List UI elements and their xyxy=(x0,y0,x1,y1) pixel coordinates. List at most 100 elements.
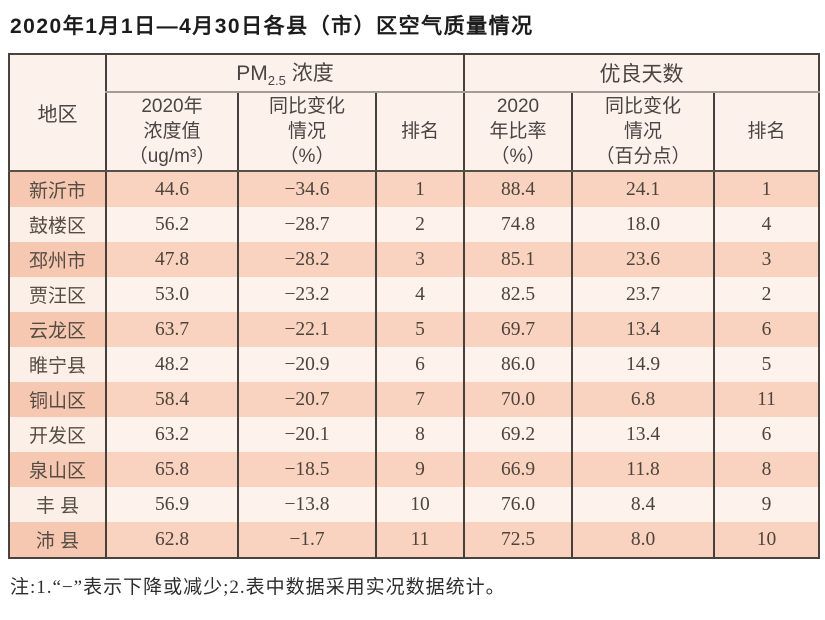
days-change-cell: 13.4 xyxy=(571,312,714,347)
table-row: 丰 县 56.9 −13.8 10 76.0 8.4 9 xyxy=(9,487,820,522)
region-cell: 丰 县 xyxy=(9,487,106,522)
days-ratio-cell: 82.5 xyxy=(463,277,572,312)
pm-rank-cell: 9 xyxy=(375,452,464,487)
header-group-row: 地区 PM2.5 浓度 优良天数 xyxy=(9,54,820,172)
header-sub-row: 2020年 浓度值 （ug/m³） 同比变化 情况 （%） 排名 2020 年比… xyxy=(9,92,820,172)
pm-value-cell: 48.2 xyxy=(105,347,238,382)
column-group-good-days: 优良天数 xyxy=(462,54,820,93)
region-cell: 睢宁县 xyxy=(9,347,106,382)
pm-change-cell: −28.2 xyxy=(237,242,376,277)
table-row: 贾汪区 53.0 −23.2 4 82.5 23.7 2 xyxy=(9,277,820,312)
pm25-label-prefix: PM xyxy=(236,62,268,86)
table-row: 开发区 63.2 −20.1 8 69.2 13.4 6 xyxy=(9,417,820,452)
days-change-cell: 13.4 xyxy=(571,417,714,452)
days-ratio-cell: 88.4 xyxy=(463,171,572,207)
pm-rank-cell: 7 xyxy=(375,382,464,417)
pm-change-cell: −20.9 xyxy=(237,347,376,382)
pm-change-cell: −28.7 xyxy=(237,207,376,242)
days-rank-cell: 1 xyxy=(712,171,820,207)
pm-rank-cell: 8 xyxy=(375,417,464,452)
days-ratio-cell: 66.9 xyxy=(463,452,572,487)
pm-rank-cell: 11 xyxy=(375,522,464,558)
page-title: 2020年1月1日—4月30日各县（市）区空气质量情况 xyxy=(10,15,534,38)
region-cell: 开发区 xyxy=(9,417,106,452)
days-rank-cell: 3 xyxy=(712,242,820,277)
pm-value-cell: 44.6 xyxy=(105,171,238,207)
days-ratio-cell: 85.1 xyxy=(463,242,572,277)
pm-value-cell: 65.8 xyxy=(105,452,238,487)
days-change-cell: 24.1 xyxy=(571,171,714,207)
region-cell: 云龙区 xyxy=(9,312,106,347)
days-rank-cell: 6 xyxy=(712,312,820,347)
days-change-cell: 6.8 xyxy=(571,382,714,417)
column-header-pm-value: 2020年 浓度值 （ug/m³） xyxy=(105,92,238,172)
table-row: 睢宁县 48.2 −20.9 6 86.0 14.9 5 xyxy=(9,347,820,382)
days-ratio-cell: 69.2 xyxy=(463,417,572,452)
table-row: 云龙区 63.7 −22.1 5 69.7 13.4 6 xyxy=(9,312,820,347)
pm-rank-cell: 1 xyxy=(375,171,464,207)
pm-value-cell: 53.0 xyxy=(105,277,238,312)
footnote: 注:1.“−”表示下降或减少;2.表中数据采用实况数据统计。 xyxy=(10,577,506,598)
pm-rank-cell: 10 xyxy=(375,487,464,522)
pm-value-cell: 62.8 xyxy=(105,522,238,558)
column-header-pm-rank: 排名 xyxy=(375,92,464,172)
days-ratio-cell: 69.7 xyxy=(463,312,572,347)
days-rank-cell: 11 xyxy=(712,382,820,417)
pm-value-cell: 56.9 xyxy=(105,487,238,522)
days-change-cell: 18.0 xyxy=(571,207,714,242)
days-change-cell: 23.6 xyxy=(571,242,714,277)
days-ratio-cell: 76.0 xyxy=(463,487,572,522)
pm-change-cell: −1.7 xyxy=(237,522,376,558)
pm-change-cell: −23.2 xyxy=(237,277,376,312)
table-header: 地区 PM2.5 浓度 优良天数 2020年 浓度值 （ug/m³） 同比变化 … xyxy=(9,54,820,172)
days-change-cell: 14.9 xyxy=(571,347,714,382)
days-rank-cell: 8 xyxy=(712,452,820,487)
pm25-label-subscript: 2.5 xyxy=(267,73,286,89)
table-row: 铜山区 58.4 −20.7 7 70.0 6.8 11 xyxy=(9,382,820,417)
pm-change-cell: −22.1 xyxy=(237,312,376,347)
days-ratio-cell: 72.5 xyxy=(463,522,572,558)
table-body: 新沂市 44.6 −34.6 1 88.4 24.1 1 鼓楼区 56.2 −2… xyxy=(9,171,820,558)
column-header-pm-change: 同比变化 情况 （%） xyxy=(237,92,376,172)
table-row: 邳州市 47.8 −28.2 3 85.1 23.6 3 xyxy=(9,242,820,277)
column-header-days-ratio: 2020 年比率 （%） xyxy=(463,92,572,172)
days-rank-cell: 4 xyxy=(712,207,820,242)
region-cell: 鼓楼区 xyxy=(9,207,106,242)
table-row: 泉山区 65.8 −18.5 9 66.9 11.8 8 xyxy=(9,452,820,487)
column-header-region: 地区 xyxy=(9,54,106,172)
pm-change-cell: −13.8 xyxy=(237,487,376,522)
pm-rank-cell: 2 xyxy=(375,207,464,242)
days-rank-cell: 9 xyxy=(712,487,820,522)
days-change-cell: 11.8 xyxy=(571,452,714,487)
region-cell: 泉山区 xyxy=(9,452,106,487)
table-row: 鼓楼区 56.2 −28.7 2 74.8 18.0 4 xyxy=(9,207,820,242)
pm-rank-cell: 4 xyxy=(375,277,464,312)
region-cell: 新沂市 xyxy=(9,171,106,207)
region-cell: 铜山区 xyxy=(9,382,106,417)
pm-change-cell: −34.6 xyxy=(237,171,376,207)
column-header-days-change: 同比变化 情况 （百分点） xyxy=(571,92,714,172)
pm-value-cell: 63.2 xyxy=(105,417,238,452)
days-ratio-cell: 70.0 xyxy=(463,382,572,417)
days-change-cell: 8.0 xyxy=(571,522,714,558)
table-row: 新沂市 44.6 −34.6 1 88.4 24.1 1 xyxy=(9,171,820,207)
air-quality-table: 地区 PM2.5 浓度 优良天数 2020年 浓度值 （ug/m³） 同比变化 … xyxy=(8,53,821,559)
pm-rank-cell: 3 xyxy=(375,242,464,277)
pm-change-cell: −20.1 xyxy=(237,417,376,452)
region-cell: 沛 县 xyxy=(9,522,106,558)
column-header-days-rank: 排名 xyxy=(712,92,820,172)
pm-value-cell: 56.2 xyxy=(105,207,238,242)
days-rank-cell: 2 xyxy=(712,277,820,312)
pm-value-cell: 63.7 xyxy=(105,312,238,347)
days-ratio-cell: 86.0 xyxy=(463,347,572,382)
pm-rank-cell: 6 xyxy=(375,347,464,382)
pm-value-cell: 58.4 xyxy=(105,382,238,417)
pm25-label-suffix: 浓度 xyxy=(285,62,334,86)
days-rank-cell: 5 xyxy=(712,347,820,382)
table-row: 沛 县 62.8 −1.7 11 72.5 8.0 10 xyxy=(9,522,820,558)
days-ratio-cell: 74.8 xyxy=(463,207,572,242)
region-cell: 邳州市 xyxy=(9,242,106,277)
days-rank-cell: 6 xyxy=(712,417,820,452)
region-cell: 贾汪区 xyxy=(9,277,106,312)
